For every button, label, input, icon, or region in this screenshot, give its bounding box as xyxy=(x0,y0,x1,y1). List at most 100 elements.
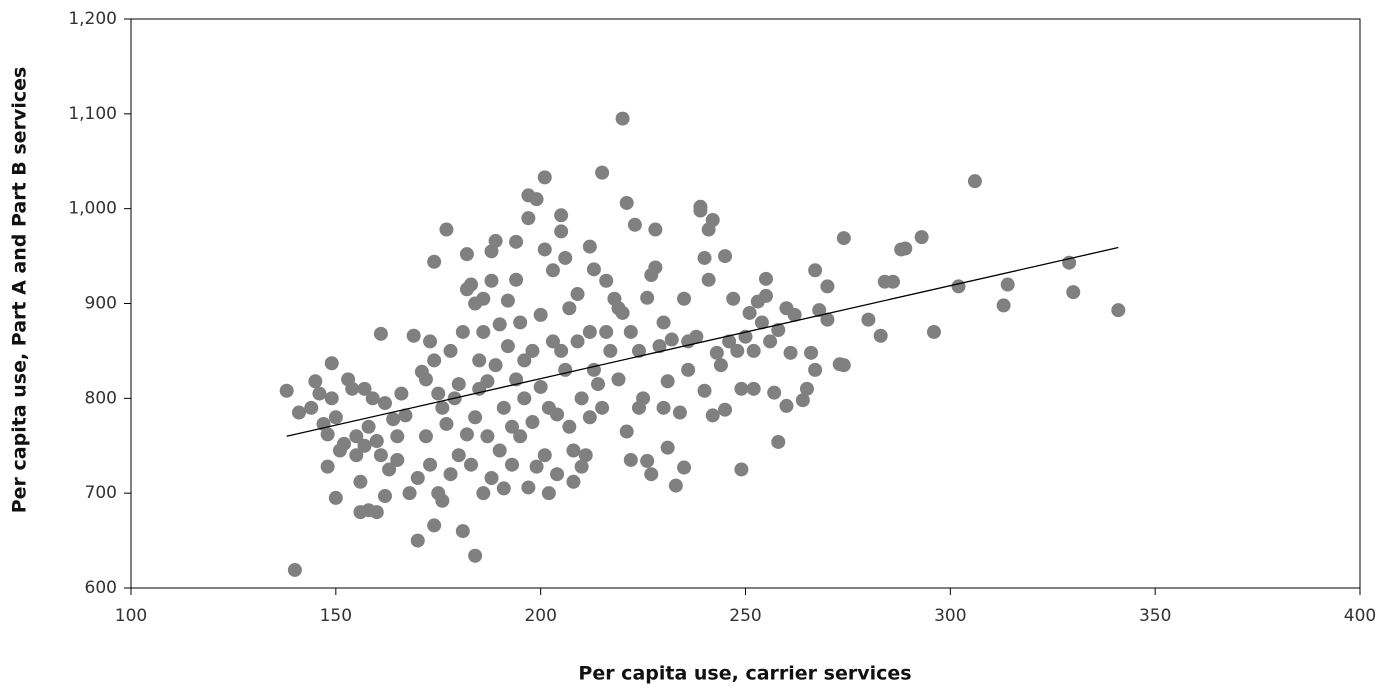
point xyxy=(353,474,368,489)
point xyxy=(369,505,384,520)
point xyxy=(459,247,474,262)
trend-line xyxy=(286,246,1119,437)
point xyxy=(468,548,483,563)
point xyxy=(599,324,614,339)
point xyxy=(570,334,585,349)
y-axis-title: Per capita use, Part A and Part B servic… xyxy=(9,67,31,514)
point xyxy=(427,353,442,368)
point xyxy=(652,339,667,354)
point xyxy=(582,410,597,425)
point xyxy=(705,408,720,423)
point xyxy=(603,343,618,358)
point xyxy=(619,424,634,439)
point xyxy=(427,254,442,269)
point xyxy=(664,332,679,347)
point xyxy=(599,273,614,288)
point xyxy=(718,249,733,264)
point xyxy=(746,343,761,358)
y-tick-label: 1,200 xyxy=(68,9,117,29)
point xyxy=(464,277,479,292)
point xyxy=(820,279,835,294)
point xyxy=(574,459,589,474)
point xyxy=(914,230,929,245)
point xyxy=(361,419,376,434)
point xyxy=(480,374,495,389)
point xyxy=(521,211,536,226)
point xyxy=(779,398,794,413)
point xyxy=(423,457,438,472)
point xyxy=(709,345,724,360)
point xyxy=(435,400,450,415)
point xyxy=(320,427,335,442)
point xyxy=(517,391,532,406)
point xyxy=(689,329,704,344)
point xyxy=(496,400,511,415)
point xyxy=(513,429,528,444)
point xyxy=(439,416,454,431)
point xyxy=(726,291,741,306)
point xyxy=(693,203,708,218)
point xyxy=(459,427,474,442)
point xyxy=(615,305,630,320)
point xyxy=(345,381,360,396)
point xyxy=(648,260,663,275)
point xyxy=(476,324,491,339)
point xyxy=(427,518,442,533)
plot-frame xyxy=(130,18,1361,589)
point xyxy=(550,467,565,482)
point xyxy=(484,470,499,485)
point xyxy=(648,222,663,237)
point xyxy=(410,533,425,548)
point xyxy=(525,415,540,430)
x-axis-title: Per capita use, carrier services xyxy=(578,663,911,685)
point xyxy=(754,315,769,330)
x-tick-label: 400 xyxy=(1344,606,1376,626)
point xyxy=(308,374,323,389)
point xyxy=(820,312,835,327)
point xyxy=(996,298,1011,313)
point xyxy=(509,234,524,249)
point xyxy=(500,293,515,308)
point xyxy=(406,328,421,343)
point xyxy=(574,391,589,406)
point xyxy=(672,405,687,420)
point xyxy=(640,290,655,305)
point xyxy=(492,443,507,458)
point xyxy=(472,353,487,368)
point xyxy=(488,358,503,373)
point xyxy=(615,111,630,126)
point xyxy=(713,358,728,373)
point xyxy=(410,470,425,485)
point xyxy=(1066,285,1081,300)
x-tick-label: 300 xyxy=(934,606,966,626)
point xyxy=(586,262,601,277)
point xyxy=(369,434,384,449)
x-tick-label: 350 xyxy=(1139,606,1171,626)
point xyxy=(582,324,597,339)
point xyxy=(468,410,483,425)
point xyxy=(582,239,597,254)
point xyxy=(529,459,544,474)
point xyxy=(926,324,941,339)
point xyxy=(758,288,773,303)
point xyxy=(525,343,540,358)
point xyxy=(451,377,466,392)
point xyxy=(550,407,565,422)
point xyxy=(578,448,593,463)
point xyxy=(619,195,634,210)
point xyxy=(595,165,610,180)
point xyxy=(287,562,302,577)
point xyxy=(464,457,479,472)
point xyxy=(677,460,692,475)
x-tick-label: 200 xyxy=(524,606,556,626)
point xyxy=(455,324,470,339)
point xyxy=(320,459,335,474)
point xyxy=(365,391,380,406)
point xyxy=(697,383,712,398)
point xyxy=(836,231,851,246)
point xyxy=(631,343,646,358)
point xyxy=(509,272,524,287)
point xyxy=(537,448,552,463)
point xyxy=(660,440,675,455)
